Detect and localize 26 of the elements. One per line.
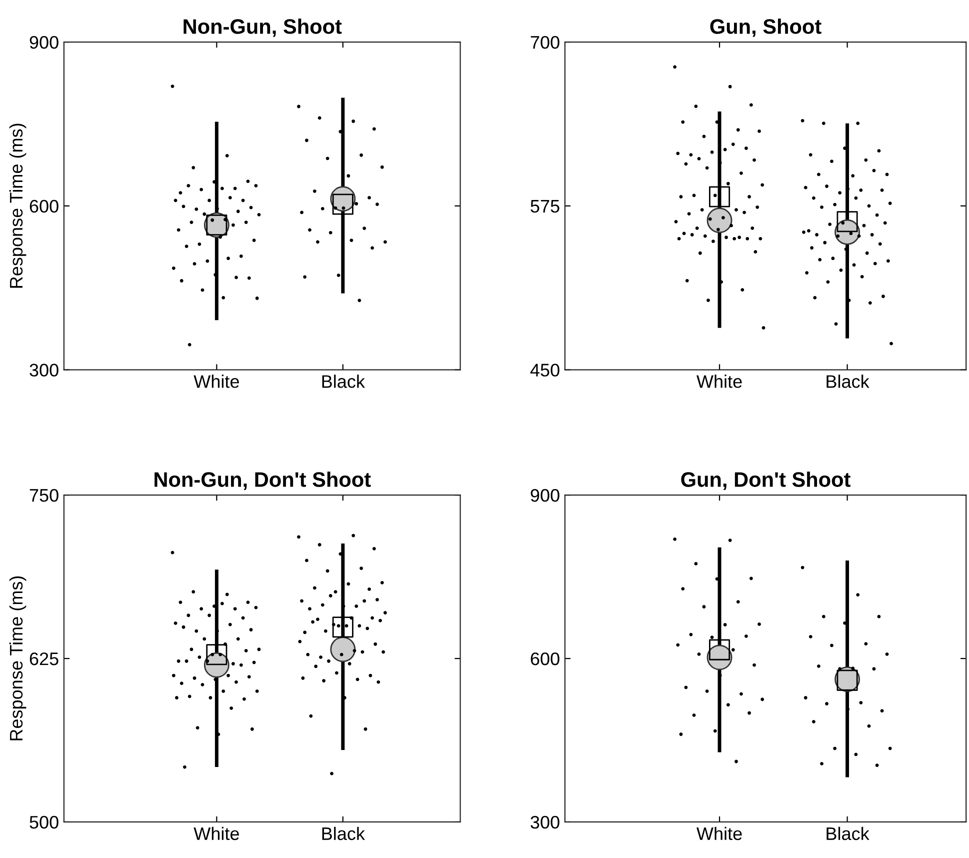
- chart-title: Gun, Don't Shoot: [681, 472, 850, 490]
- y-tick-label: 450: [530, 364, 560, 377]
- y-tick-label: 600: [530, 652, 560, 666]
- x-tick-label: White: [194, 826, 239, 840]
- y-tick-label: 500: [30, 816, 58, 829]
- x-tick-label: White: [194, 374, 239, 388]
- x-tick-label: Black: [826, 826, 870, 840]
- chart-title: Non-Gun, Shoot: [184, 18, 342, 37]
- x-tick-label: Black: [826, 374, 870, 388]
- x-tick-label: White: [696, 826, 742, 840]
- y-tick-label: 750: [30, 489, 58, 502]
- y-tick-label: 300: [530, 816, 560, 829]
- x-tick-label: Black: [322, 374, 365, 388]
- chart-title: Gun, Shoot: [710, 18, 822, 37]
- y-tick-label: 300: [30, 364, 58, 377]
- y-axis-title: Response Time (ms): [9, 124, 26, 288]
- y-tick-label: 700: [530, 36, 560, 49]
- y-tick-label: 600: [30, 200, 58, 213]
- y-axis-title: Response Time (ms): [9, 576, 26, 740]
- y-tick-label: 625: [30, 652, 58, 666]
- x-tick-label: White: [696, 374, 742, 388]
- x-tick-label: Black: [322, 826, 365, 840]
- chart-title: Non-Gun, Don't Shoot: [154, 472, 371, 490]
- y-tick-label: 900: [30, 36, 58, 49]
- y-tick-label: 575: [530, 200, 560, 213]
- y-tick-label: 900: [530, 489, 560, 502]
